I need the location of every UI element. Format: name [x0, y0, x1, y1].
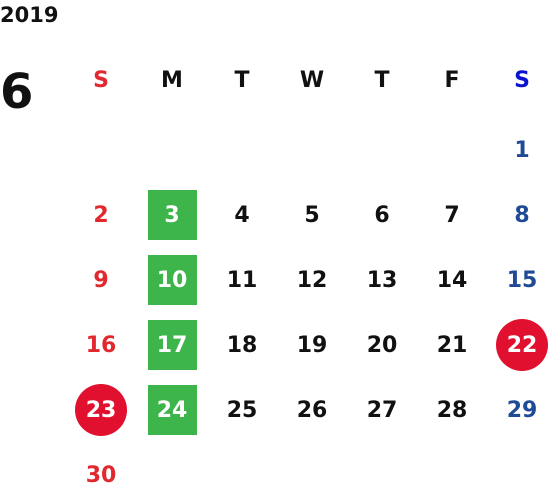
day-cell: 1 [514, 137, 530, 163]
day-cell: 10 [147, 255, 197, 305]
day-cell: 24 [147, 385, 197, 435]
day-cell: 23 [75, 384, 127, 436]
day-cell: 11 [226, 267, 258, 293]
day-cell: 12 [296, 267, 328, 293]
day-cell: 14 [436, 267, 468, 293]
year: 2019 [0, 3, 59, 27]
day-cell: 21 [436, 332, 468, 358]
day-cell: 15 [506, 267, 538, 293]
weekday-header: T [374, 67, 390, 93]
day-cell: 18 [226, 332, 258, 358]
day-cell: 25 [226, 397, 258, 423]
weekday-header: S [514, 67, 530, 93]
weekday-header: M [161, 67, 183, 93]
day-cell: 29 [506, 397, 538, 423]
weekday-header: S [93, 67, 109, 93]
day-cell: 5 [304, 202, 320, 228]
day-cell: 17 [147, 320, 197, 370]
day-cell: 4 [234, 202, 250, 228]
day-cell: 22 [496, 319, 548, 371]
day-cell: 26 [296, 397, 328, 423]
day-cell: 30 [85, 462, 117, 488]
day-cell: 9 [93, 267, 109, 293]
day-cell: 28 [436, 397, 468, 423]
weekday-header: F [444, 67, 460, 93]
month: 6 [0, 64, 34, 120]
day-cell: 7 [444, 202, 460, 228]
day-cell: 2 [93, 202, 109, 228]
weekday-header: T [234, 67, 250, 93]
day-cell: 6 [374, 202, 390, 228]
weekday-header: W [299, 67, 325, 93]
day-cell: 8 [514, 202, 530, 228]
day-cell: 20 [366, 332, 398, 358]
day-cell: 3 [147, 190, 197, 240]
day-cell: 13 [366, 267, 398, 293]
day-cell: 16 [85, 332, 117, 358]
day-cell: 27 [366, 397, 398, 423]
day-cell: 19 [296, 332, 328, 358]
